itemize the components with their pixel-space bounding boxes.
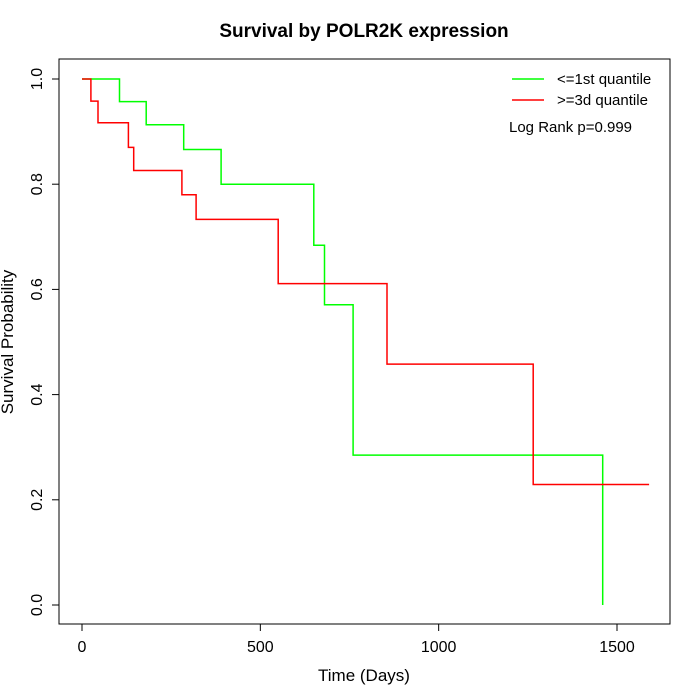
y-tick-label: 0.4 <box>29 383 46 405</box>
legend: <=1st quantile >=3d quantile <box>512 71 651 109</box>
y-tick-label: 0.0 <box>29 594 46 616</box>
legend-label-high: >=3d quantile <box>557 92 648 109</box>
x-tick-label: 1000 <box>421 639 457 656</box>
y-axis-title: Survival Probability <box>0 269 17 414</box>
x-tick-label: 500 <box>247 639 274 656</box>
legend-label-low: <=1st quantile <box>557 71 651 88</box>
x-tick-label: 0 <box>78 639 87 656</box>
x-axis: 0 500 1000 1500 <box>78 623 635 656</box>
y-tick-label: 0.6 <box>29 278 46 300</box>
y-tick-label: 0.8 <box>29 173 46 195</box>
chart-title: Survival by POLR2K expression <box>219 21 508 42</box>
y-tick-label: 1.0 <box>29 68 46 90</box>
y-axis: 0.0 0.2 0.4 0.6 0.8 1.0 <box>29 68 60 616</box>
y-tick-label: 0.2 <box>29 489 46 511</box>
survival-curve-1 <box>82 78 650 486</box>
x-tick-label: 1500 <box>599 639 635 656</box>
series-lines <box>82 78 650 605</box>
x-axis-title: Time (Days) <box>318 666 410 685</box>
survival-curve-0 <box>82 78 604 605</box>
plot-frame <box>58 58 671 625</box>
log-rank-annotation: Log Rank p=0.999 <box>509 119 632 136</box>
